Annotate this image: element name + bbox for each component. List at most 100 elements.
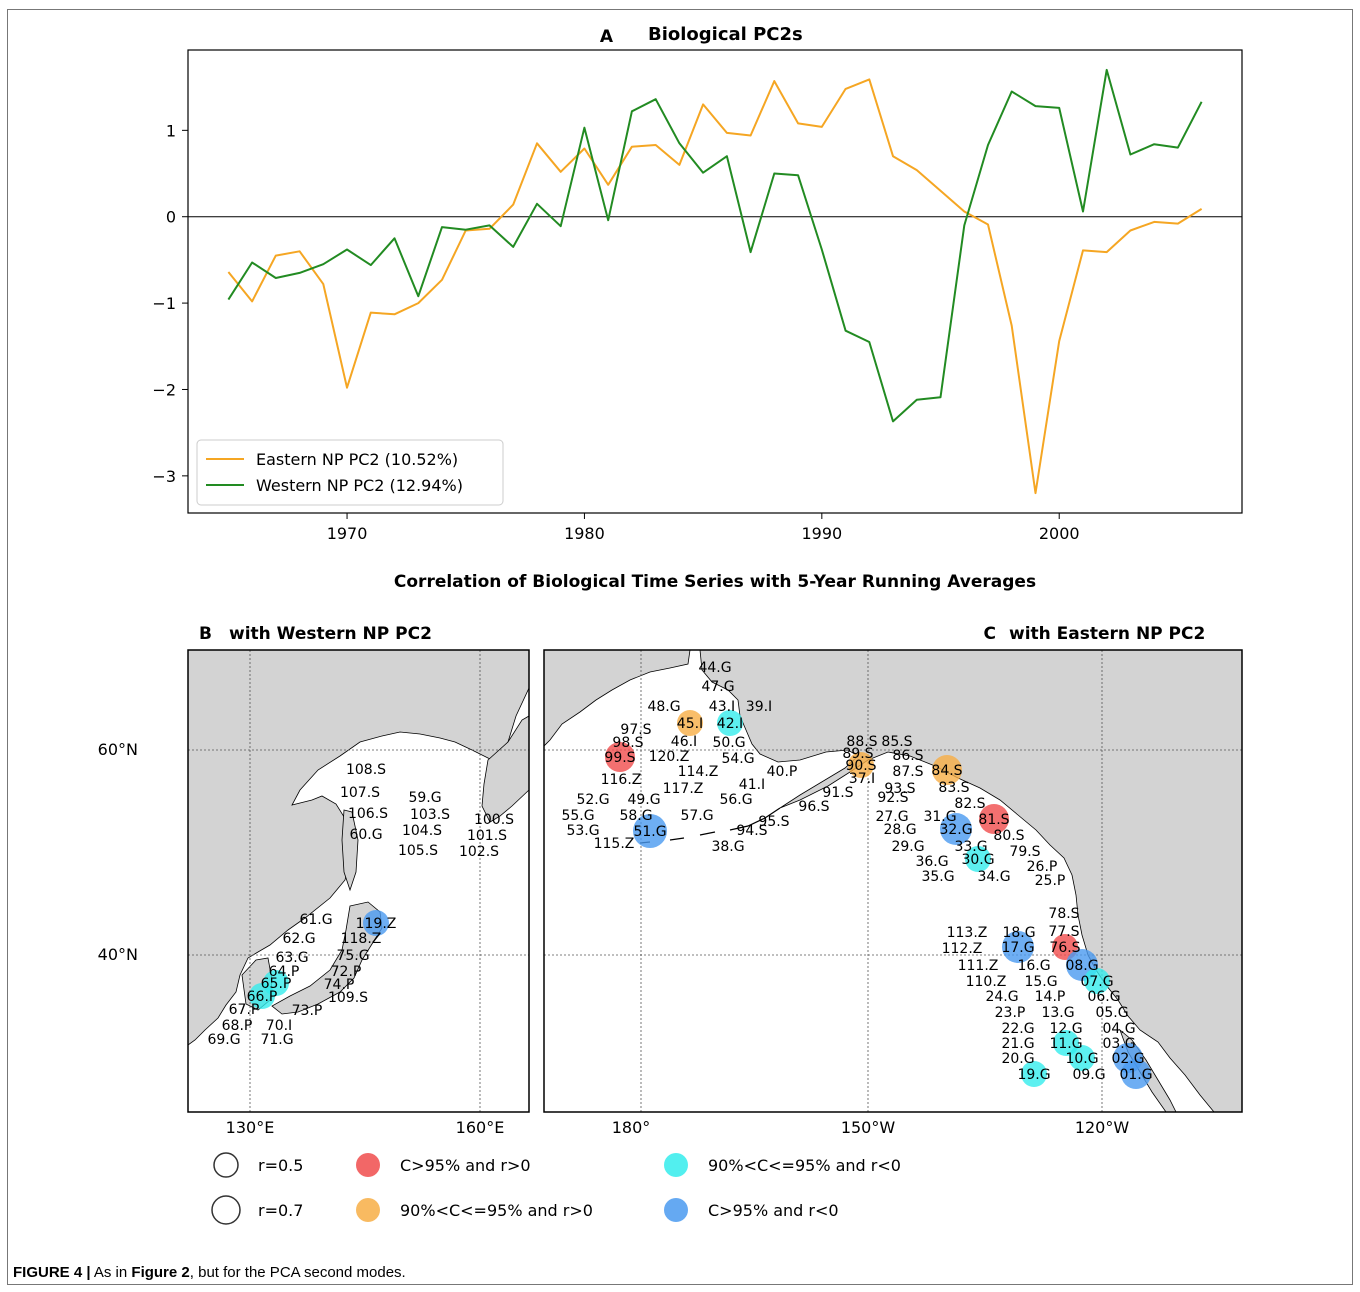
- station-label: 78.S: [1048, 906, 1079, 922]
- station-label: 72.P: [331, 964, 362, 980]
- station-label: 36.G: [915, 854, 948, 870]
- station-label: 105.S: [398, 843, 438, 859]
- station-label: 24.G: [985, 989, 1018, 1005]
- legend-size-label-r07: r=0.7: [258, 1201, 303, 1220]
- station-label: 114.Z: [678, 764, 719, 780]
- station-label: 113.Z: [947, 925, 988, 941]
- station-label: 43.I: [709, 699, 735, 715]
- station-label: 12.G: [1049, 1021, 1082, 1037]
- station-label: 19.G: [1017, 1067, 1050, 1083]
- figure-caption: FIGURE 4 | As in Figure 2, but for the P…: [13, 1264, 406, 1281]
- station-label: 08.G: [1065, 958, 1098, 974]
- station-label: 61.G: [299, 912, 332, 928]
- station-label: 96.S: [798, 799, 829, 815]
- station-label: 84.S: [931, 763, 962, 779]
- station-label: 89.S: [842, 746, 873, 762]
- station-label: 102.S: [459, 844, 499, 860]
- station-label: 22.G: [1001, 1021, 1034, 1037]
- x-tick-150w: 150°W: [841, 1118, 896, 1137]
- panel-a-title: Biological PC2s: [648, 24, 803, 45]
- station-label: 01.G: [1119, 1067, 1152, 1083]
- panel-c-title: with Eastern NP PC2: [1009, 624, 1205, 644]
- station-label: 27.G: [875, 809, 908, 825]
- station-label: 104.S: [402, 823, 442, 839]
- station-label: 04.G: [1102, 1021, 1135, 1037]
- station-label: 37.I: [849, 771, 875, 787]
- station-label: 65.P: [261, 976, 292, 992]
- station-label: 58.G: [619, 808, 652, 824]
- station-label: 23.P: [995, 1005, 1026, 1021]
- station-label: 14.P: [1035, 989, 1066, 1005]
- panel-c-letter: C: [984, 624, 996, 644]
- station-label: 94.S: [736, 823, 767, 839]
- station-marker-66-P: [249, 983, 275, 1009]
- station-label: 106.S: [348, 806, 388, 822]
- panel-b-frame: [187, 649, 530, 1113]
- station-label: 64.P: [269, 964, 300, 980]
- landmass-chukotka: [544, 650, 691, 747]
- station-label: 119.Z: [356, 916, 397, 932]
- station-label: 118.Z: [341, 931, 382, 947]
- station-label: 06.G: [1087, 989, 1120, 1005]
- station-label: 39.I: [746, 699, 772, 715]
- station-label: 57.G: [680, 808, 713, 824]
- x-tick-label: 1980: [564, 524, 605, 543]
- station-label: 28.G: [883, 822, 916, 838]
- y-tick-label: −2: [152, 380, 176, 399]
- station-label: 95.S: [758, 814, 789, 830]
- station-marker-19-G: [1021, 1061, 1047, 1087]
- station-label: 117.Z: [663, 781, 704, 797]
- station-label: 46.I: [671, 734, 697, 750]
- station-label: 110.Z: [966, 974, 1007, 990]
- station-label: 88.S: [846, 734, 877, 750]
- landmass-sakhalin: [341, 809, 359, 892]
- caption-figure-number: FIGURE 4 |: [13, 1264, 91, 1281]
- station-label: 07.G: [1080, 974, 1113, 990]
- panel-b-letter: B: [199, 624, 212, 644]
- station-label: 74.P: [324, 977, 355, 993]
- station-marker-30-G: [965, 846, 991, 872]
- legend-marker-c90-rneg: [664, 1153, 688, 1177]
- station-label: 87.S: [892, 764, 923, 780]
- panel-a-letter: A: [600, 27, 614, 47]
- station-label: 02.G: [1111, 1051, 1144, 1067]
- station-label: 20.G: [1001, 1051, 1034, 1067]
- station-label: 40.P: [767, 764, 798, 780]
- station-label: 03.G: [1102, 1036, 1135, 1052]
- legend-size-r05: [213, 1152, 239, 1178]
- station-label: 83.S: [938, 780, 969, 796]
- station-label: 75.G: [336, 948, 369, 964]
- figure-frame: [7, 9, 1353, 1285]
- y-tick-label: 0: [166, 208, 176, 227]
- x-tick-120w: 120°W: [1075, 1118, 1130, 1137]
- station-label: 16.G: [1017, 958, 1050, 974]
- legend-label-western: Western NP PC2 (12.94%): [256, 476, 463, 495]
- station-label: 13.G: [1041, 1005, 1074, 1021]
- station-label: 17.G: [1001, 940, 1034, 956]
- y-tick-label: 1: [166, 121, 176, 140]
- station-label: 18.G: [1002, 925, 1035, 941]
- station-label: 45.I: [677, 716, 703, 732]
- station-label: 79.S: [1009, 844, 1040, 860]
- station-label: 33.G: [954, 839, 987, 855]
- station-label: 69.G: [207, 1032, 240, 1048]
- station-label: 05.G: [1095, 1005, 1128, 1021]
- station-label: 99.S: [604, 750, 635, 766]
- station-label: 34.G: [977, 869, 1010, 885]
- station-marker-32-G: [940, 813, 972, 845]
- station-label: 35.G: [921, 869, 954, 885]
- station-label: 100.S: [474, 812, 514, 828]
- station-label: 52.G: [576, 792, 609, 808]
- station-marker-42-I: [717, 710, 743, 736]
- station-label: 30.G: [961, 852, 994, 868]
- station-label: 93.S: [884, 781, 915, 797]
- station-label: 51.G: [633, 824, 666, 840]
- x-tick-label: 1970: [327, 524, 368, 543]
- station-marker-10-G: [1069, 1045, 1095, 1071]
- legend-label-c90-rneg: 90%<C<=95% and r<0: [708, 1156, 901, 1175]
- panel-c-map: 44.G 47.G 48.G 43.I 39.I 45.I 42.I 97.S 46.I 50.G…: [544, 650, 1242, 1112]
- station-marker-119-Z: [363, 910, 389, 936]
- y-tick-label: −1: [152, 294, 176, 313]
- station-label: 31.G: [923, 809, 956, 825]
